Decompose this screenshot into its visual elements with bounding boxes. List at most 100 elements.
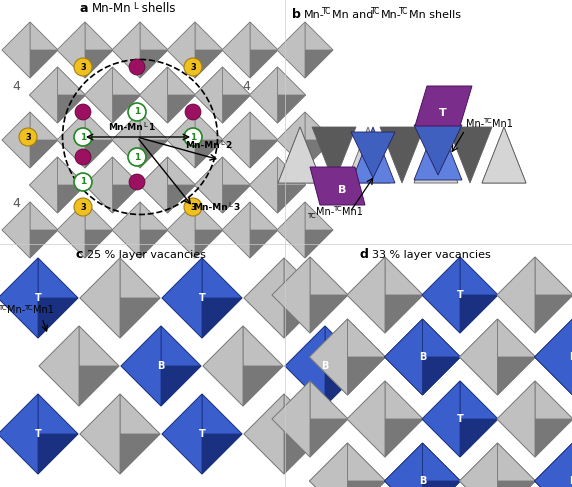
Polygon shape — [535, 257, 572, 333]
Polygon shape — [0, 394, 78, 434]
Polygon shape — [222, 202, 250, 258]
Polygon shape — [80, 434, 160, 474]
Polygon shape — [423, 319, 460, 395]
Polygon shape — [415, 86, 472, 126]
Polygon shape — [58, 67, 85, 123]
Polygon shape — [112, 112, 140, 168]
Polygon shape — [39, 326, 79, 406]
Text: T: T — [35, 293, 41, 303]
Polygon shape — [85, 202, 113, 258]
Polygon shape — [277, 202, 333, 230]
Polygon shape — [203, 326, 243, 406]
Polygon shape — [384, 443, 423, 487]
Polygon shape — [249, 157, 305, 185]
Text: 3: 3 — [233, 203, 239, 212]
Polygon shape — [346, 127, 390, 183]
Polygon shape — [309, 443, 348, 487]
Text: 3: 3 — [80, 203, 86, 211]
Polygon shape — [351, 132, 395, 178]
Polygon shape — [347, 295, 423, 333]
Text: 1: 1 — [134, 152, 140, 162]
Polygon shape — [312, 127, 356, 183]
Text: 4: 4 — [242, 80, 250, 93]
Polygon shape — [161, 326, 201, 406]
Polygon shape — [194, 67, 223, 123]
Polygon shape — [167, 202, 195, 258]
Text: TC: TC — [371, 7, 380, 16]
Polygon shape — [162, 258, 242, 298]
Polygon shape — [39, 366, 119, 406]
Polygon shape — [2, 22, 30, 78]
Polygon shape — [385, 257, 423, 333]
Polygon shape — [497, 257, 572, 295]
Polygon shape — [285, 326, 365, 366]
Text: TC: TC — [399, 7, 408, 16]
Polygon shape — [284, 394, 324, 474]
Polygon shape — [277, 157, 305, 213]
Polygon shape — [80, 258, 160, 298]
Circle shape — [75, 149, 91, 165]
Polygon shape — [194, 157, 251, 185]
Polygon shape — [112, 22, 168, 50]
Polygon shape — [459, 319, 498, 395]
Text: TC: TC — [333, 206, 341, 212]
Polygon shape — [277, 67, 305, 123]
Polygon shape — [85, 157, 141, 185]
Polygon shape — [121, 326, 161, 406]
Text: 4: 4 — [12, 80, 20, 93]
Text: 1: 1 — [148, 123, 154, 132]
Circle shape — [184, 58, 202, 76]
Polygon shape — [534, 443, 572, 487]
Polygon shape — [195, 22, 223, 78]
Polygon shape — [162, 258, 202, 338]
Polygon shape — [244, 394, 324, 434]
Polygon shape — [422, 257, 498, 295]
Polygon shape — [39, 326, 119, 366]
Polygon shape — [112, 112, 168, 140]
Text: Mn-: Mn- — [316, 207, 334, 217]
Text: shells: shells — [138, 2, 176, 15]
Text: 1: 1 — [80, 132, 86, 142]
Circle shape — [74, 128, 92, 146]
Polygon shape — [422, 295, 498, 333]
Circle shape — [129, 174, 145, 190]
Polygon shape — [112, 230, 168, 258]
Polygon shape — [249, 185, 305, 213]
Polygon shape — [140, 185, 196, 213]
Polygon shape — [277, 50, 333, 78]
Polygon shape — [167, 202, 223, 230]
Polygon shape — [482, 127, 526, 183]
Text: B: B — [321, 361, 329, 371]
Polygon shape — [120, 258, 160, 338]
Polygon shape — [384, 319, 460, 357]
Polygon shape — [195, 112, 223, 168]
Text: B: B — [569, 476, 572, 486]
Polygon shape — [202, 394, 242, 474]
Polygon shape — [38, 258, 78, 338]
Polygon shape — [423, 443, 460, 487]
Polygon shape — [250, 112, 278, 168]
Polygon shape — [305, 22, 333, 78]
Polygon shape — [497, 257, 535, 333]
Polygon shape — [2, 112, 58, 140]
Polygon shape — [57, 112, 113, 140]
Polygon shape — [278, 127, 322, 183]
Polygon shape — [459, 443, 535, 481]
Text: B: B — [419, 352, 426, 362]
Polygon shape — [534, 319, 572, 395]
Polygon shape — [272, 295, 348, 333]
Polygon shape — [0, 258, 78, 298]
Polygon shape — [534, 443, 572, 481]
Polygon shape — [347, 381, 423, 419]
Polygon shape — [310, 167, 365, 205]
Circle shape — [185, 104, 201, 120]
Text: Mn shells: Mn shells — [409, 10, 461, 20]
Polygon shape — [0, 394, 38, 474]
Polygon shape — [459, 481, 535, 487]
Polygon shape — [30, 202, 58, 258]
Polygon shape — [30, 157, 58, 213]
Polygon shape — [284, 258, 324, 338]
Polygon shape — [2, 230, 58, 258]
Text: Mn-: Mn- — [304, 10, 325, 20]
Polygon shape — [167, 112, 223, 140]
